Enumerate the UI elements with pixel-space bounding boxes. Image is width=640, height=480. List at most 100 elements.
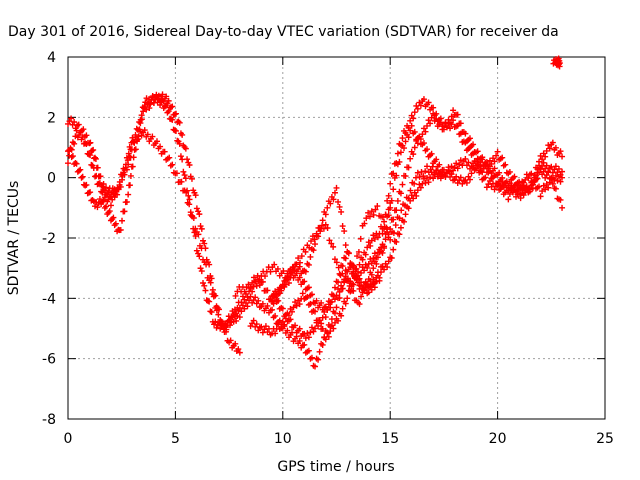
data-point (548, 175, 555, 182)
data-point (73, 160, 80, 167)
data-point (335, 317, 342, 324)
data-point (474, 161, 481, 168)
data-point (482, 161, 489, 168)
data-point (401, 145, 408, 152)
data-point (319, 341, 326, 348)
data-point (322, 336, 329, 343)
data-point (414, 169, 421, 176)
data-point (236, 349, 243, 356)
data-point (255, 297, 262, 304)
data-point (362, 251, 369, 258)
data-point (184, 187, 191, 194)
data-point (169, 116, 176, 123)
data-point (87, 189, 94, 196)
data-point (176, 140, 183, 147)
y-tick-label: -2 (42, 231, 56, 247)
data-point (466, 176, 473, 183)
data-point (316, 317, 323, 324)
data-point (250, 274, 257, 281)
data-point (519, 178, 526, 185)
data-point (269, 298, 276, 305)
data-point (315, 323, 322, 329)
data-point (367, 277, 374, 284)
data-point (401, 202, 408, 209)
data-point (545, 168, 552, 175)
data-point (267, 268, 274, 275)
data-point (368, 271, 375, 278)
x-tick-label: 5 (171, 431, 180, 447)
data-point (496, 169, 503, 176)
data-point (448, 163, 455, 170)
data-point (392, 222, 399, 229)
data-point (448, 113, 455, 120)
data-point (545, 184, 552, 191)
data-point (368, 208, 375, 215)
data-point (213, 324, 220, 331)
data-point (77, 166, 84, 173)
data-point (279, 305, 286, 312)
data-point (511, 182, 518, 189)
data-point (363, 215, 370, 222)
data-point (182, 145, 189, 152)
data-point (399, 181, 406, 188)
data-point (414, 140, 421, 147)
data-point (298, 253, 305, 260)
data-point (87, 139, 94, 146)
x-tick-label: 25 (596, 431, 614, 447)
data-point (491, 158, 498, 165)
data-point (166, 154, 173, 161)
data-point (290, 304, 297, 311)
data-point (198, 225, 205, 232)
data-point (276, 290, 283, 297)
data-point (322, 221, 329, 228)
data-point (310, 328, 317, 335)
data-point (537, 193, 544, 200)
data-point (506, 180, 513, 187)
data-point (89, 196, 96, 203)
data-point (347, 288, 354, 295)
data-points (65, 55, 566, 370)
data-point (366, 213, 373, 220)
data-point (407, 187, 414, 194)
data-point (173, 127, 180, 134)
data-point (188, 175, 195, 182)
data-point (259, 278, 266, 285)
data-point (519, 187, 526, 194)
data-point (405, 134, 412, 141)
data-point (330, 325, 337, 332)
data-point (408, 122, 415, 129)
data-point (371, 235, 378, 242)
data-point (394, 197, 401, 204)
data-point (249, 288, 256, 295)
data-point (427, 174, 434, 181)
data-point (358, 283, 365, 290)
data-point (411, 180, 418, 187)
data-point (292, 322, 299, 329)
y-tick-label: -8 (42, 412, 56, 428)
data-point (377, 269, 384, 276)
data-point (79, 173, 86, 180)
data-point (350, 281, 357, 288)
data-point (295, 297, 302, 304)
data-point (308, 324, 315, 331)
data-point (126, 153, 133, 160)
data-point (520, 192, 527, 199)
data-point (384, 264, 391, 271)
data-point (312, 363, 319, 370)
data-point (330, 196, 337, 203)
data-point (382, 231, 389, 238)
data-point (485, 163, 492, 170)
data-point (525, 175, 532, 182)
data-point (344, 295, 351, 302)
data-point (193, 247, 200, 254)
data-point (238, 299, 245, 306)
data-point (191, 229, 198, 236)
data-point (437, 119, 444, 126)
data-point (206, 261, 213, 268)
data-point (179, 131, 186, 138)
data-point (443, 123, 450, 130)
data-point (549, 180, 556, 187)
data-point (179, 156, 186, 163)
data-point (339, 263, 346, 270)
data-point (112, 220, 119, 227)
